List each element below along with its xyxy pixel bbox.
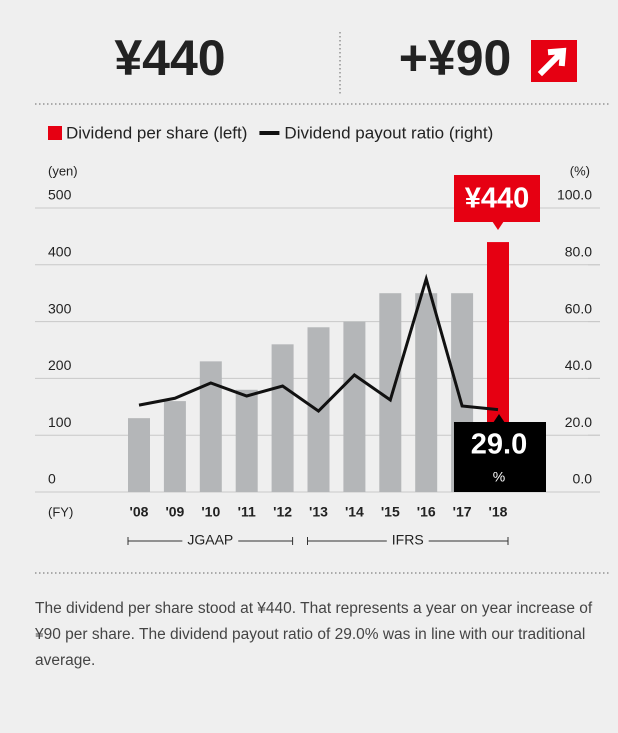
- y-tick-label: 200: [48, 357, 72, 373]
- y2-tick-label: 40.0: [565, 357, 592, 373]
- value-label: ¥440: [465, 183, 530, 215]
- period-label: JGAAP: [187, 532, 233, 548]
- line: [138, 273, 499, 414]
- bar: [271, 344, 294, 492]
- y-tick-label: 0: [48, 471, 56, 487]
- x-tick-label: '12: [273, 504, 292, 520]
- x-tick-label: '11: [238, 504, 256, 520]
- x-tick-label: '13: [309, 504, 328, 520]
- y2-tick-label: 80.0: [565, 244, 592, 260]
- x-tick-label: '16: [417, 504, 436, 520]
- bar: [235, 389, 258, 492]
- value-label: 29.0: [471, 429, 527, 461]
- x-tick-label: '14: [345, 504, 364, 520]
- bar: [379, 293, 402, 492]
- legend-label: Dividend per share (left): [66, 123, 247, 142]
- note: The dividend per share stood at ¥440. Th…: [35, 600, 593, 669]
- bar: [163, 401, 186, 492]
- y-tick-label: 400: [48, 244, 72, 260]
- bar: [128, 418, 150, 492]
- x-tick-label: '09: [165, 504, 184, 520]
- y2-tick-label: 20.0: [565, 414, 592, 430]
- legend-label: Dividend payout ratio (right): [284, 123, 493, 142]
- y-axis-label: (yen): [48, 163, 78, 178]
- y-tick-label: 500: [48, 187, 72, 203]
- y2-axis-label: (%): [570, 163, 590, 178]
- up-icon: [531, 40, 577, 82]
- x-tick-label: '15: [381, 504, 400, 520]
- bar: [415, 293, 438, 492]
- period-label: IFRS: [392, 532, 424, 548]
- callout-box: [454, 422, 546, 492]
- x-tick-label: '18: [489, 504, 508, 520]
- header-change: +¥90: [399, 30, 512, 86]
- legend-swatch: [48, 126, 62, 140]
- bar: [343, 321, 366, 492]
- y2-tick-label: 60.0: [565, 300, 592, 316]
- x-tick-label: '10: [201, 504, 220, 520]
- y2-tick-label: 100.0: [557, 187, 592, 203]
- legend-swatch: [259, 131, 280, 135]
- callout-pointer: [493, 414, 505, 423]
- x-tick-label: '17: [453, 504, 472, 520]
- x-tick-label: '08: [130, 504, 149, 520]
- bar: [199, 361, 222, 492]
- header-value: ¥440: [114, 30, 225, 86]
- y-tick-label: 300: [48, 300, 72, 316]
- callout-pointer: [492, 221, 504, 230]
- value-label-unit: %: [493, 469, 505, 485]
- callout-box: [454, 175, 540, 222]
- y2-tick-label: 0.0: [573, 471, 593, 487]
- y-tick-label: 100: [48, 414, 72, 430]
- x-axis-label: (FY): [48, 504, 73, 519]
